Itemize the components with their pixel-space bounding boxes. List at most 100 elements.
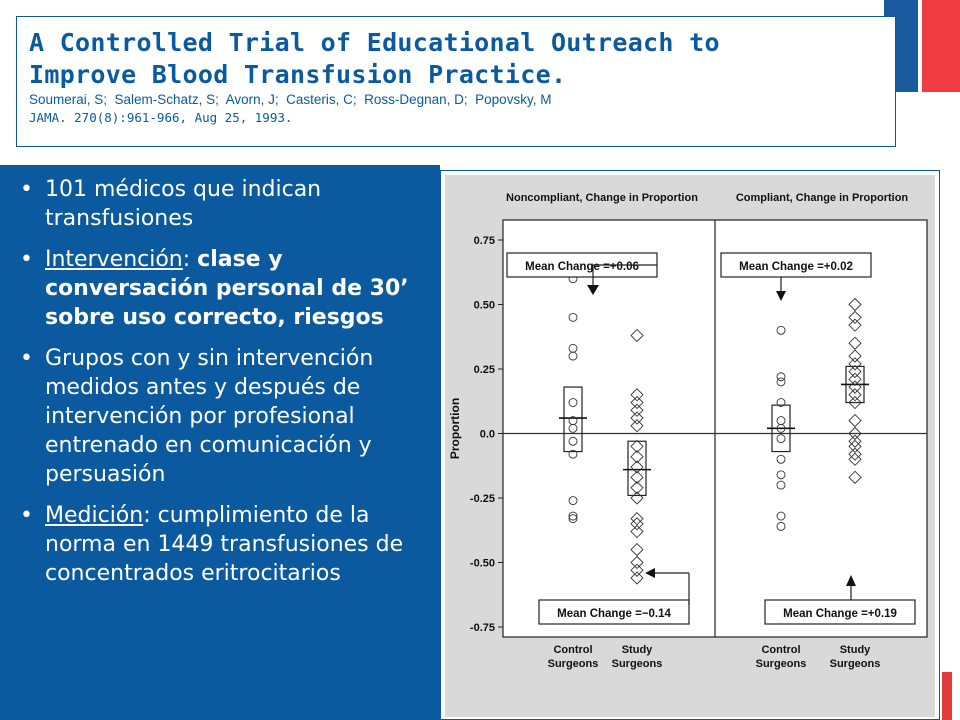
- bullet-dot: •: [20, 346, 33, 371]
- data-point-diamond: [630, 481, 644, 495]
- group-label-line1: Study: [622, 644, 653, 656]
- annotation-text: Mean Change =−0.14: [557, 608, 671, 620]
- bullet-text: 101 médicos que indican transfusiones: [45, 177, 322, 231]
- bullet-item: • Intervención: clase y conversación per…: [0, 245, 440, 332]
- data-point-diamond: [848, 395, 862, 410]
- data-point-diamond: [848, 318, 862, 332]
- data-point-diamond: [630, 524, 644, 539]
- proportion-scatter-chart: 0.75 0.50 0.25 0.0 -0.25 -0.50 -0.75 Proportion…: [448, 192, 928, 670]
- y-tick-label: -0.75: [470, 622, 495, 634]
- bullet-list: • 101 médicos que indican transfusiones …: [0, 165, 440, 588]
- data-point-diamond: [630, 395, 644, 410]
- annotation-text: Mean Change =+0.19: [783, 608, 897, 620]
- group-label-line1: Control: [553, 644, 592, 656]
- annotation-arrowhead: [587, 285, 599, 295]
- y-tick-label: 0.25: [474, 364, 495, 376]
- data-point-diamond: [848, 388, 862, 402]
- paper-title-line-1: A Controlled Trial of Educational Outrea…: [29, 28, 720, 57]
- bullet-item: • Grupos con y sin intervención medidos …: [0, 344, 440, 489]
- y-axis-label: Proportion: [448, 398, 462, 459]
- data-point-diamond: [630, 411, 644, 425]
- data-point-diamond: [630, 563, 644, 577]
- panel-title: Noncompliant, Change in Proportion: [506, 192, 698, 204]
- data-point-diamond: [848, 349, 862, 363]
- chart-frame: 0.75 0.50 0.25 0.0 -0.25 -0.50 -0.75 Proportion…: [440, 170, 940, 720]
- data-point-circle: [776, 480, 786, 490]
- data-point-circle: [776, 398, 786, 407]
- data-point-circle: [776, 325, 786, 335]
- y-tick-label: 0.50: [474, 300, 495, 312]
- paper-authors: Soumerai, S; Salem-Schatz, S; Avorn, J; …: [29, 92, 552, 107]
- group-label-line2: Surgeons: [612, 658, 663, 670]
- data-point-circle: [776, 470, 786, 480]
- decorative-red-strip: [942, 672, 952, 720]
- data-point-diamond: [848, 470, 862, 484]
- data-point-diamond: [630, 512, 644, 526]
- data-point-circle: [568, 511, 578, 521]
- group-box: [627, 440, 647, 497]
- annotation-box: [764, 599, 916, 625]
- bullet-label-medicion: Medición: [45, 503, 144, 528]
- data-point-diamond: [848, 434, 862, 448]
- y-tick-label: 0.0: [480, 429, 495, 441]
- flag-red-stripe: [922, 0, 960, 92]
- annotation-box: [720, 252, 872, 278]
- data-point-diamond: [630, 460, 644, 474]
- bullet-dot: •: [20, 177, 33, 202]
- annotation-arrowhead: [846, 575, 856, 586]
- data-point-circle: [776, 521, 786, 531]
- data-point-circle: [776, 434, 786, 444]
- bullet-separator: :: [182, 247, 198, 272]
- annotation-text: Mean Change =+0.02: [739, 261, 853, 273]
- annotation-arrowhead: [776, 291, 786, 301]
- data-point-diamond: [848, 439, 862, 454]
- chart-background: 0.75 0.50 0.25 0.0 -0.25 -0.50 -0.75 Proportion…: [445, 175, 935, 717]
- bullet-text: : cumplimiento de la norma en 1449 trans…: [45, 503, 404, 586]
- data-point-circle: [776, 511, 786, 521]
- group-box: [563, 386, 583, 453]
- data-point-circle: [776, 454, 786, 464]
- data-point-circle: [568, 436, 578, 446]
- panel-title: Compliant, Change in Proportion: [736, 192, 909, 204]
- data-point-diamond: [848, 297, 862, 312]
- data-point-circle: [568, 449, 578, 459]
- data-point-diamond: [848, 380, 862, 394]
- bullet-item: • 101 médicos que indican transfusiones: [0, 175, 440, 233]
- data-point-diamond: [848, 452, 862, 466]
- data-point-diamond: [848, 413, 862, 428]
- data-point-circle: [568, 312, 578, 322]
- data-point-circle: [568, 423, 578, 433]
- bullet-dot: •: [20, 503, 33, 528]
- bullet-text: Grupos con y sin intervención medidos an…: [45, 346, 374, 487]
- data-point-diamond: [848, 310, 862, 325]
- group-label-line2: Surgeons: [548, 658, 599, 670]
- group-label-line2: Surgeons: [830, 658, 881, 670]
- data-point-diamond: [848, 336, 862, 350]
- data-point-diamond: [630, 450, 644, 464]
- paper-title-line-2: Improve Blood Transfusion Practice.: [29, 60, 567, 89]
- y-tick-label: -0.50: [470, 558, 495, 570]
- data-point-diamond: [630, 470, 644, 484]
- data-point-diamond: [630, 439, 644, 454]
- data-point-diamond: [848, 447, 862, 461]
- data-point-diamond: [630, 555, 644, 570]
- y-tick-label: -0.25: [470, 493, 495, 505]
- data-point-diamond: [630, 419, 644, 433]
- data-point-circle: [568, 398, 578, 407]
- data-point-diamond: [630, 571, 644, 585]
- data-point-circle: [568, 514, 578, 524]
- data-point-diamond: [630, 328, 644, 343]
- y-tick-label: 0.75: [474, 235, 495, 247]
- group-label-line1: Study: [840, 644, 871, 656]
- bullet-text-bold: clase y conversación personal de 30’ sob…: [45, 247, 409, 330]
- data-point-diamond: [848, 372, 862, 386]
- data-point-diamond: [630, 388, 644, 402]
- data-point-diamond: [848, 364, 862, 379]
- bullet-panel: • 101 médicos que indican transfusiones …: [0, 165, 440, 720]
- data-point-diamond: [630, 403, 644, 417]
- data-point-circle: [568, 351, 578, 361]
- group-label-line1: Control: [761, 644, 800, 656]
- bullet-item: • Medición: cumplimiento de la norma en …: [0, 501, 440, 588]
- paper-journal: JAMA. 270(8):961-966, Aug 25, 1993.: [29, 110, 293, 125]
- data-point-diamond: [848, 357, 862, 371]
